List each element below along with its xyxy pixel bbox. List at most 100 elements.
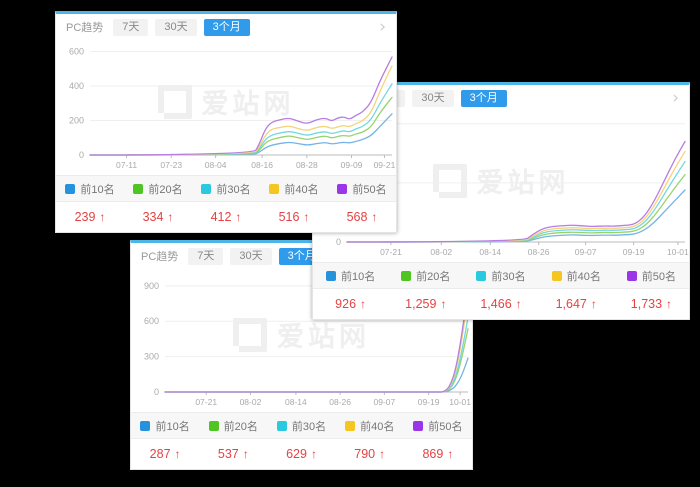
legend-label: 前40名 xyxy=(566,270,601,283)
legend-swatch-icon xyxy=(551,270,562,281)
trend-line xyxy=(164,328,469,393)
x-tick-label: 08-26 xyxy=(329,397,351,407)
rank-count-number: 1,647 xyxy=(555,297,587,311)
up-arrow-icon: ↑ xyxy=(310,447,317,461)
rank-count: 629 ↑ xyxy=(267,447,335,461)
legend-label: 前20名 xyxy=(148,183,183,196)
trend-line xyxy=(346,150,686,243)
chevron-right-icon[interactable]: › xyxy=(672,87,679,108)
range-tab[interactable]: 7天 xyxy=(188,247,224,265)
legend-label: 前20名 xyxy=(416,270,451,283)
x-tick-label: 08-02 xyxy=(240,397,262,407)
legend-item: 前40名 xyxy=(260,181,328,197)
y-tick-label: 0 xyxy=(79,150,84,160)
rank-count-number: 239 xyxy=(74,210,96,224)
y-tick-label: 600 xyxy=(144,316,159,326)
x-tick-label: 10-01 xyxy=(667,247,689,257)
up-arrow-icon: ↑ xyxy=(360,297,367,311)
rank-count: 869 ↑ xyxy=(404,447,472,461)
rank-count: 1,259 ↑ xyxy=(388,297,463,311)
trend-line xyxy=(346,140,686,243)
legend-swatch-icon xyxy=(65,183,76,194)
legend-label: 前30名 xyxy=(216,183,251,196)
up-arrow-icon: ↑ xyxy=(242,447,249,461)
up-arrow-icon: ↑ xyxy=(440,297,447,311)
x-tick-label: 09-07 xyxy=(373,397,395,407)
x-tick-label: 08-02 xyxy=(430,247,452,257)
range-tabs: 7天 30天 3个月 xyxy=(113,18,250,36)
legend-item: 前20名 xyxy=(124,181,192,197)
x-tick-label: 09-19 xyxy=(418,397,440,407)
rank-count: 412 ↑ xyxy=(192,210,260,224)
legend-swatch-icon xyxy=(345,420,356,431)
line-plot: 0 300 600 900 07-21 08-02 08-14 08-26 09-07 09-19… xyxy=(144,281,471,407)
rank-count-number: 1,466 xyxy=(480,297,512,311)
rank-count: 287 ↑ xyxy=(131,447,199,461)
legend-swatch-icon xyxy=(133,183,144,194)
y-tick-label: 900 xyxy=(144,281,159,291)
y-tick-label: 200 xyxy=(69,115,84,125)
line-plot: 0 200 400 600 07-11 07-23 08-04 08-16 08-28 09-09… xyxy=(69,46,396,170)
chevron-right-icon[interactable]: › xyxy=(379,16,386,37)
range-tab[interactable]: 30天 xyxy=(412,89,454,107)
pc-trend-card-1: PC趋势 7天 30天 3个月 › 爱站网 0 200 400 600 07-11 07-23… xyxy=(55,11,397,233)
legend-item: 前20名 xyxy=(199,418,267,434)
legend-item: 前50名 xyxy=(404,418,472,434)
legend-label: 前30名 xyxy=(291,420,327,433)
range-tab[interactable]: 30天 xyxy=(230,247,272,265)
up-arrow-icon: ↑ xyxy=(303,210,310,224)
legend-item: 前30名 xyxy=(463,268,538,284)
trend-line xyxy=(164,288,469,393)
legend-swatch-icon xyxy=(208,420,219,431)
x-tick-label: 07-11 xyxy=(116,160,137,170)
range-tab[interactable]: 7天 xyxy=(113,18,149,36)
legend-swatch-icon xyxy=(276,420,287,431)
range-tab[interactable]: 3个月 xyxy=(460,89,507,107)
x-tick-label: 07-21 xyxy=(195,397,217,407)
rank-count-number: 869 xyxy=(422,447,444,461)
legend-label: 前40名 xyxy=(360,420,395,433)
trend-line xyxy=(89,113,393,156)
legend-swatch-icon xyxy=(325,270,336,281)
rank-count-number: 287 xyxy=(149,447,171,461)
up-arrow-icon: ↑ xyxy=(447,447,454,461)
legend-label: 前10名 xyxy=(340,270,376,283)
range-tab[interactable]: 30天 xyxy=(155,18,197,36)
y-tick-label: 400 xyxy=(69,81,84,91)
values-row: 287 ↑ 537 ↑ 629 ↑ 790 ↑ 869 ↑ xyxy=(131,439,472,469)
x-tick-label: 08-14 xyxy=(479,247,501,257)
legend-label: 前50名 xyxy=(641,270,677,283)
trend-line xyxy=(164,317,469,393)
legend-item: 前40名 xyxy=(539,268,614,284)
up-arrow-icon: ↑ xyxy=(666,297,673,311)
values-row: 239 ↑ 334 ↑ 412 ↑ 516 ↑ 568 ↑ xyxy=(56,202,396,232)
legend-label: 前50名 xyxy=(428,420,463,433)
up-arrow-icon: ↑ xyxy=(174,447,181,461)
up-arrow-icon: ↑ xyxy=(590,297,597,311)
legend-row: 前10名 前20名 前30名 前40名 前50名 xyxy=(131,412,472,439)
legend-label: 前40名 xyxy=(284,183,319,196)
y-tick-label: 0 xyxy=(336,237,341,247)
card-title: PC趋势 xyxy=(66,22,104,34)
legend-label: 前50名 xyxy=(352,183,387,196)
x-tick-label: 08-16 xyxy=(251,160,273,170)
rank-count-number: 412 xyxy=(210,210,232,224)
x-tick-label: 07-21 xyxy=(380,247,402,257)
range-tab[interactable]: 3个月 xyxy=(203,18,250,36)
rank-count-number: 1,259 xyxy=(405,297,437,311)
legend-item: 前20名 xyxy=(388,268,463,284)
legend-item: 前10名 xyxy=(56,181,124,197)
legend-item: 前30名 xyxy=(267,418,335,434)
legend-item: 前10名 xyxy=(313,268,388,284)
rank-count-number: 1,733 xyxy=(630,297,663,311)
y-tick-label: 0 xyxy=(154,387,159,397)
up-arrow-icon: ↑ xyxy=(515,297,522,311)
rank-count-number: 537 xyxy=(217,447,239,461)
rank-count: 1,466 ↑ xyxy=(463,297,538,311)
legend-item: 前50名 xyxy=(328,181,396,197)
rank-count: 334 ↑ xyxy=(124,210,192,224)
rank-count: 926 ↑ xyxy=(313,297,388,311)
legend-swatch-icon xyxy=(140,420,151,431)
x-tick-label: 07-23 xyxy=(160,160,182,170)
